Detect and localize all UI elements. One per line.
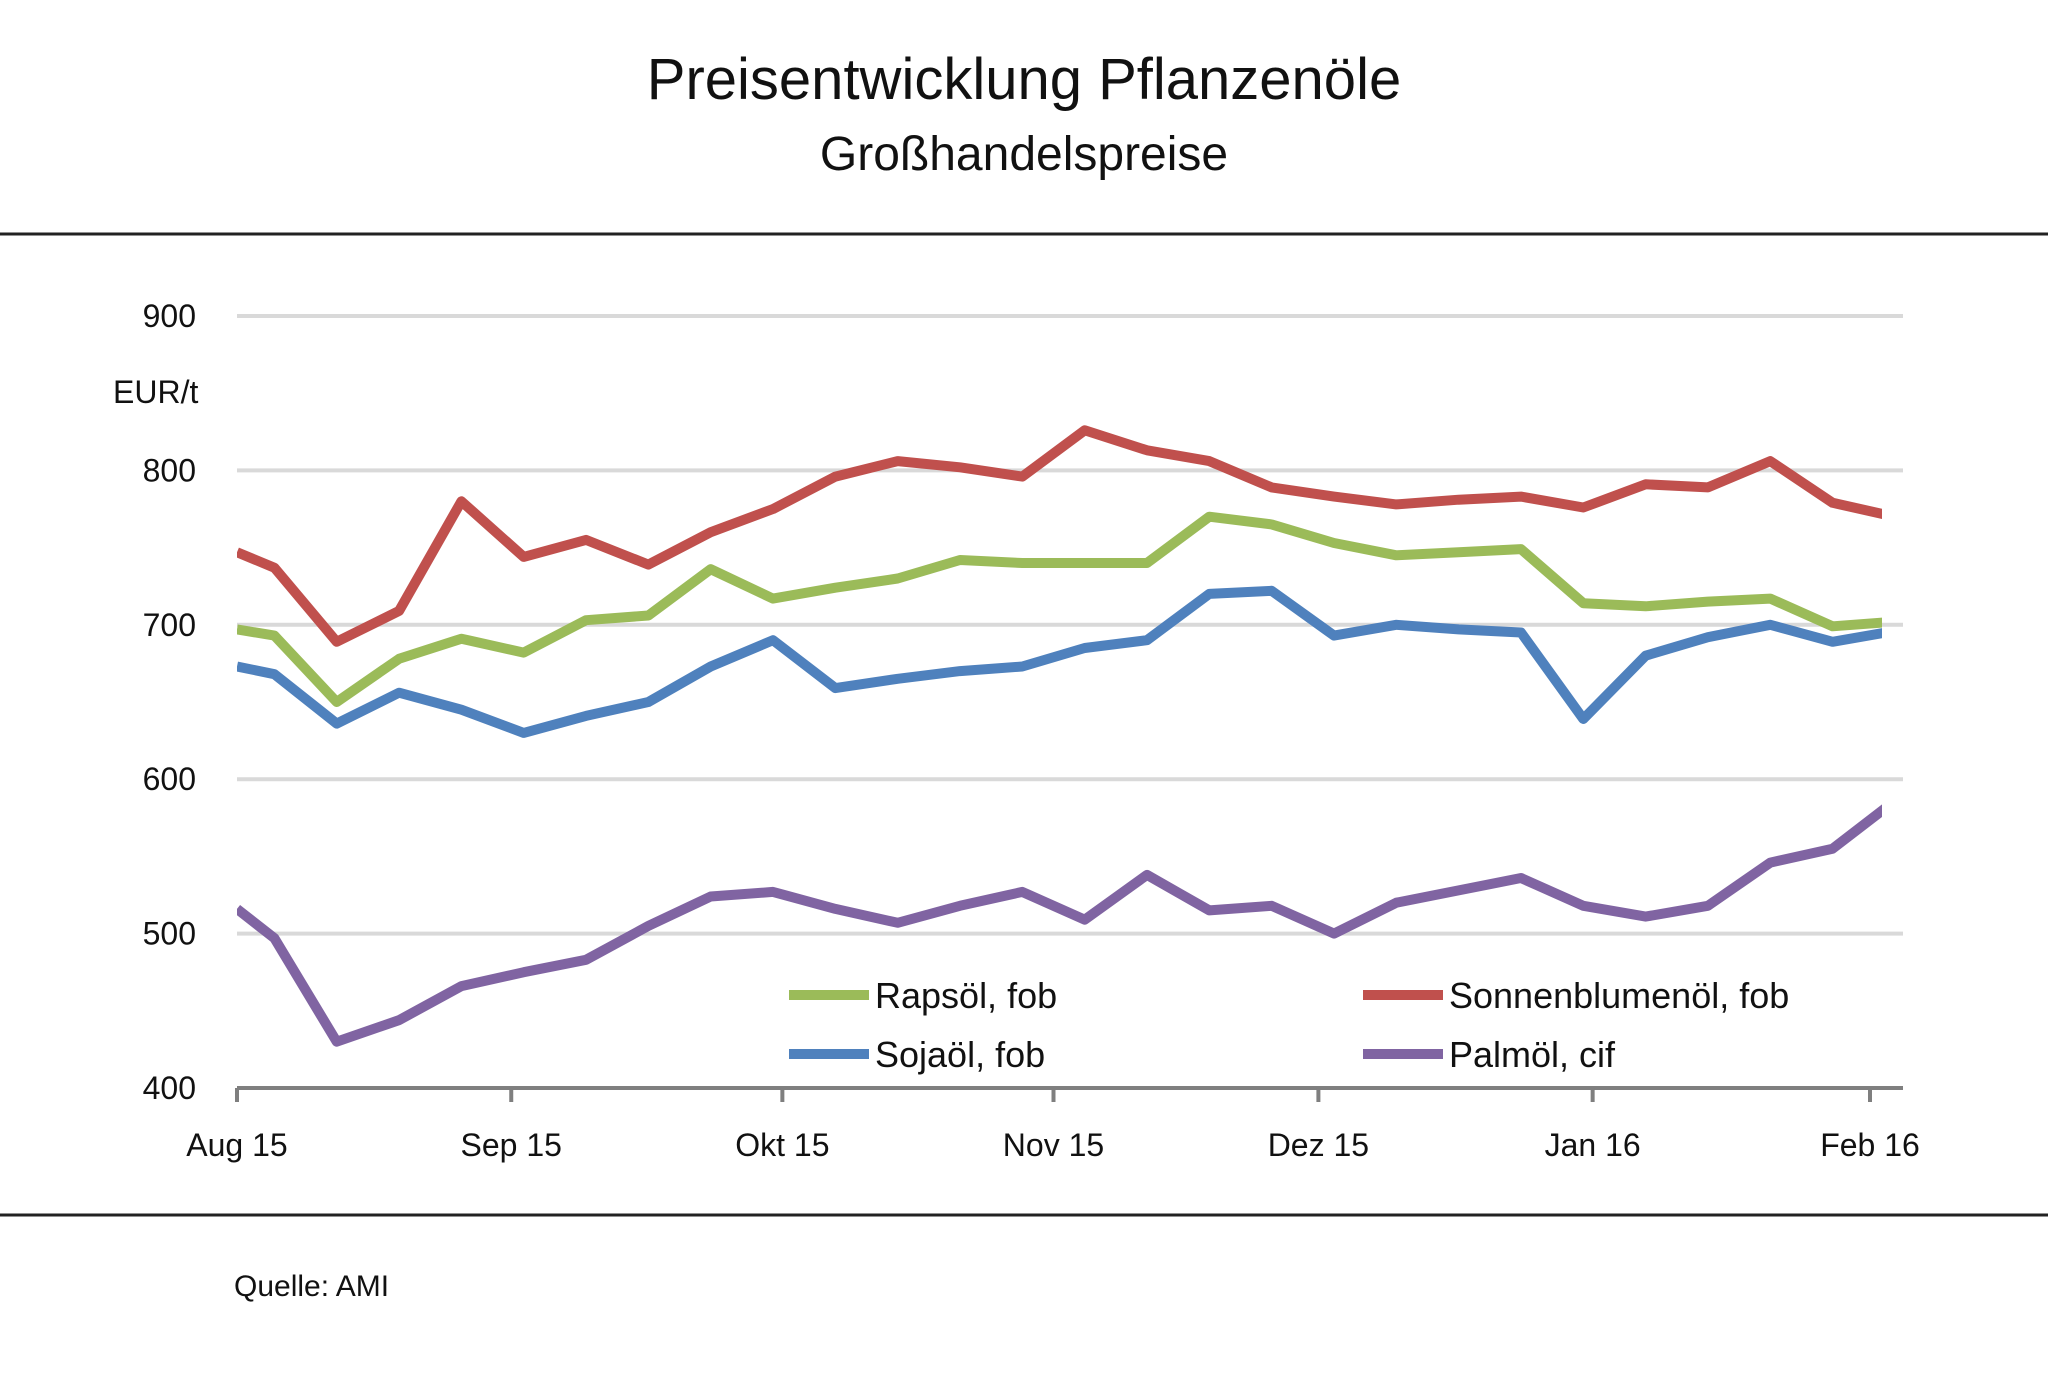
- y-tick-label: 500: [143, 916, 196, 952]
- legend: Rapsöl, fob Sonnenblumenöl, fob Sojaöl, fo…: [789, 975, 1789, 1075]
- x-tick-label: Sep 15: [461, 1127, 562, 1163]
- y-tick-label: 900: [143, 298, 196, 334]
- legend-label: Sonnenblumenöl, fob: [1449, 975, 1789, 1016]
- series-lines: [237, 425, 1882, 1047]
- x-tick-label: Jan 16: [1545, 1127, 1641, 1163]
- series-line-2: [237, 425, 1882, 647]
- legend-label: Sojaöl, fob: [875, 1034, 1045, 1075]
- series-line-3: [237, 585, 1882, 738]
- y-tick-label: 400: [143, 1070, 196, 1106]
- x-tick-label: Aug 15: [186, 1127, 287, 1163]
- legend-label: Palmöl, cif: [1449, 1034, 1616, 1075]
- x-tick-label: Feb 16: [1820, 1127, 1920, 1163]
- x-tick-label: Okt 15: [735, 1127, 829, 1163]
- legend-label: Rapsöl, fob: [875, 975, 1057, 1016]
- x-tick-labels: Aug 15 Sep 15 Okt 15 Nov 15 Dez 15 Jan 16 Feb …: [186, 1127, 1920, 1163]
- x-tick-label: Nov 15: [1003, 1127, 1104, 1163]
- series-line-4: [237, 804, 1882, 1047]
- chart-subtitle: Großhandelspreise: [820, 128, 1228, 181]
- series-line-1: [237, 511, 1882, 707]
- x-tick-label: Dez 15: [1268, 1127, 1369, 1163]
- x-axis: [235, 1086, 1903, 1102]
- y-tick-label: 800: [143, 452, 196, 488]
- source-note: Quelle: AMI: [234, 1270, 390, 1303]
- chart-title: Preisentwicklung Pflanzenöle: [647, 47, 1401, 112]
- y-axis-label: EUR/t: [113, 374, 198, 410]
- y-tick-labels: 400 500 600 700 800 900: [143, 298, 196, 1106]
- y-tick-label: 700: [143, 607, 196, 643]
- y-tick-label: 600: [143, 761, 196, 797]
- gridlines: [237, 314, 1903, 936]
